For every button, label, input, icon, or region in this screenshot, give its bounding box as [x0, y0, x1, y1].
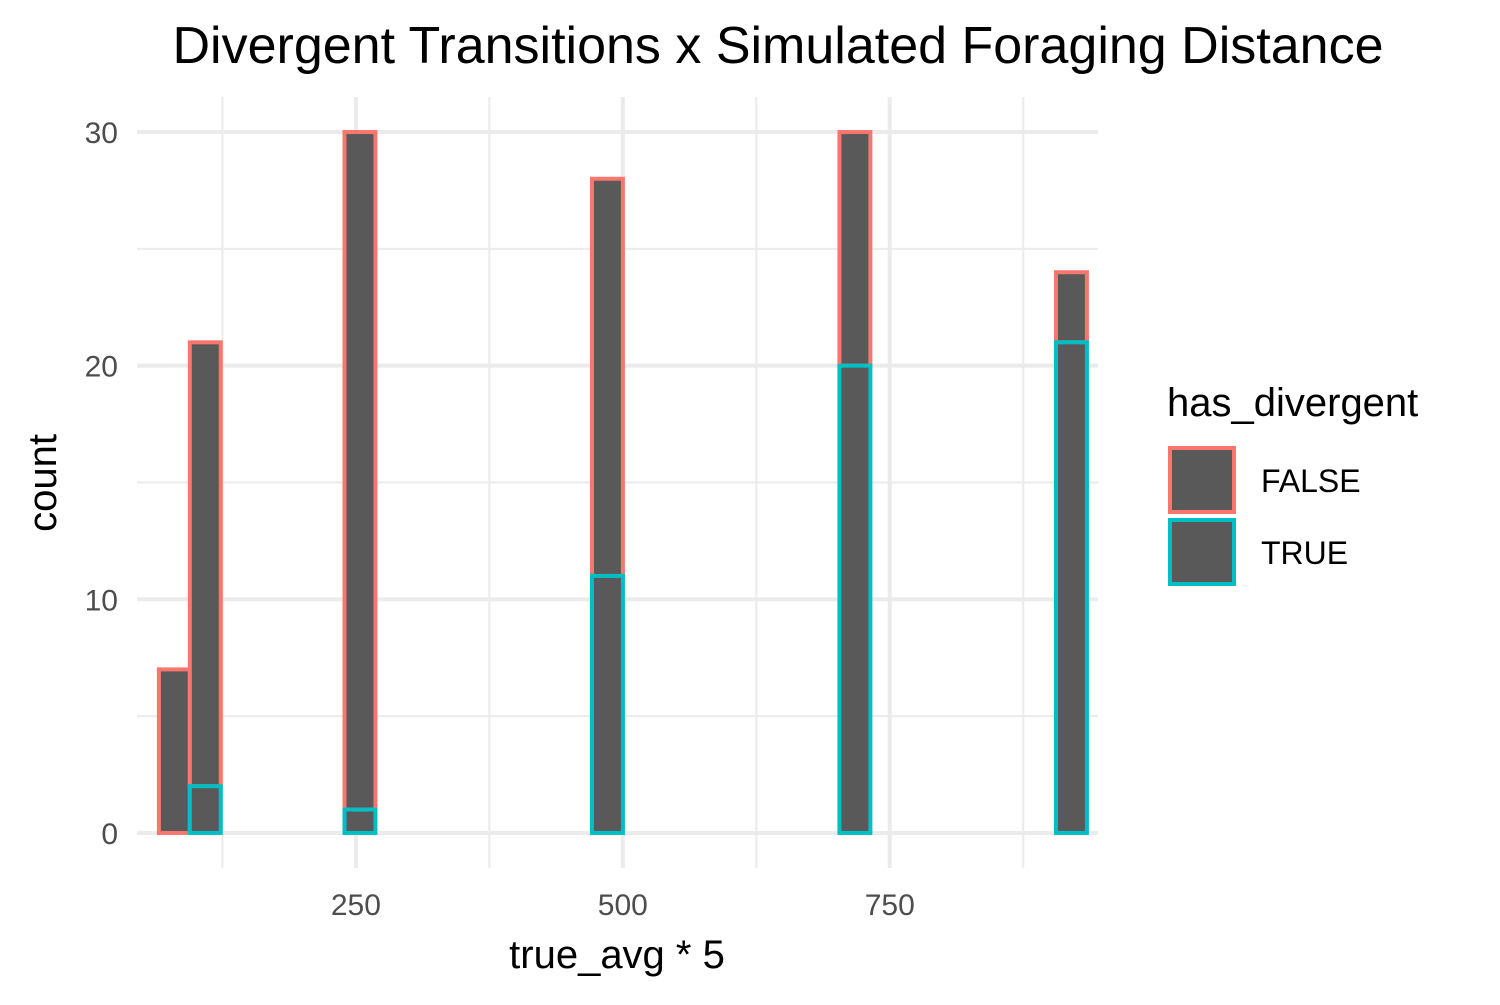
bar-false [342, 130, 378, 812]
legend-label-true: TRUE [1261, 535, 1348, 571]
y-tick-label: 30 [85, 117, 118, 150]
bars [156, 130, 1089, 835]
bar-true [589, 573, 625, 835]
legend: has_divergent FALSE TRUE [1167, 381, 1418, 586]
y-tick-label: 20 [85, 351, 118, 384]
bar-false [1053, 270, 1089, 345]
y-tick-label: 10 [85, 584, 118, 617]
x-axis-ticks: 250 500 750 [331, 889, 915, 922]
bar-true [837, 363, 873, 835]
bar-true [1053, 340, 1089, 835]
bar-true [187, 784, 223, 835]
legend-key-true [1168, 518, 1236, 586]
y-tick-label: 0 [101, 818, 118, 851]
x-tick-label: 500 [598, 889, 648, 922]
bar-false [156, 667, 192, 835]
legend-label-false: FALSE [1261, 463, 1361, 499]
chart-title: Divergent Transitions x Simulated Foragi… [172, 17, 1383, 75]
x-tick-label: 250 [331, 889, 381, 922]
y-axis-title: count [21, 434, 65, 532]
bar-false [837, 130, 873, 368]
bar-false [589, 176, 625, 578]
bar-true [342, 807, 378, 835]
x-axis-title: true_avg * 5 [509, 933, 725, 977]
legend-key-false [1168, 446, 1236, 514]
bar-false [187, 340, 223, 789]
legend-title: has_divergent [1167, 381, 1418, 425]
x-tick-label: 750 [865, 889, 915, 922]
y-axis-ticks: 0 10 20 30 [85, 117, 118, 851]
